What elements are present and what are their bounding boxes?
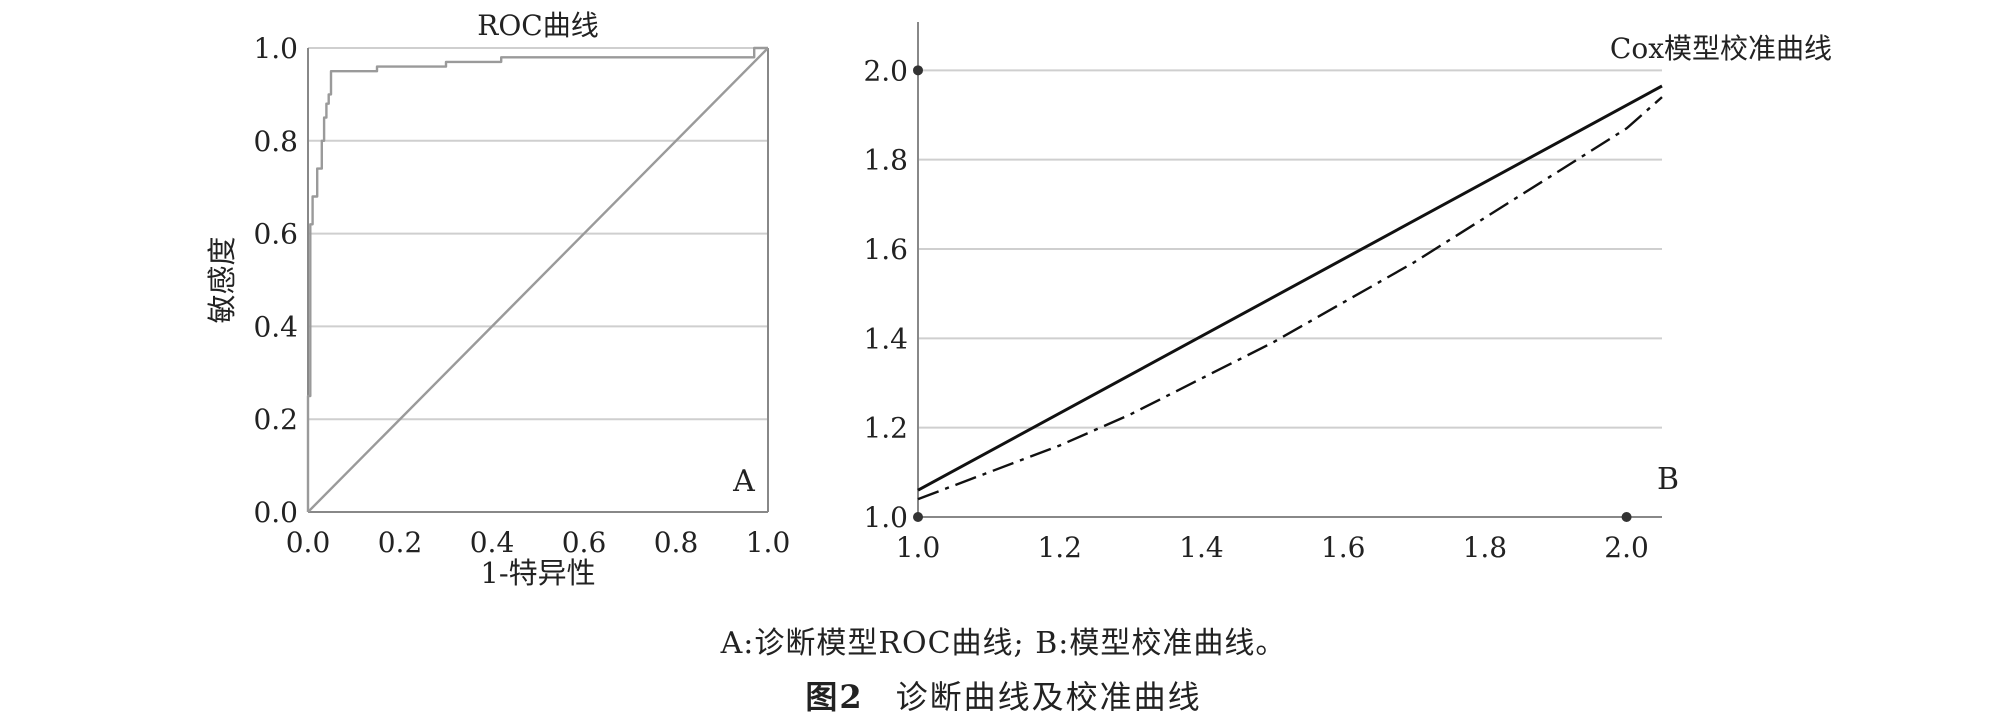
roc-chart-panel: 0.0 0.2 0.4 0.6 0.8 1.0 0.0 0.2 0.4 0.6 0.8 1.0 ROC曲…: [205, 9, 790, 590]
data-point: [913, 512, 923, 522]
figure-subcaption: A:诊断模型ROC曲线; B:模型校准曲线。: [720, 626, 1287, 661]
y-tick-label: 0.0: [253, 496, 298, 529]
roc-curve-line: [306, 46, 768, 512]
x-tick-label: 0.6: [562, 526, 607, 559]
chart-title: Cox模型校准曲线: [1610, 32, 1832, 65]
x-tick-label: 0.0: [286, 526, 331, 559]
x-tick-label: 1.6: [1321, 531, 1366, 564]
x-axis-label: 1-特异性: [480, 556, 595, 590]
figure-number: 图2: [805, 678, 864, 716]
figure-title: 诊断曲线及校准曲线: [895, 678, 1202, 716]
x-tick-label: 0.4: [470, 526, 515, 559]
ideal-calibration-line: [917, 84, 1663, 492]
y-tick-label: 0.4: [253, 310, 298, 343]
data-point: [1621, 512, 1632, 522]
data-point: [913, 65, 923, 76]
y-tick-label: 0.6: [253, 218, 298, 251]
x-tick-label: 0.8: [654, 526, 699, 559]
x-tick-label: 0.2: [378, 526, 423, 559]
y-tick-label: 1.0: [253, 32, 298, 65]
figure-caption: 图2 诊断曲线及校准曲线: [0, 672, 2007, 718]
y-tick-label: 1.6: [863, 233, 908, 266]
y-tick-label: 1.2: [863, 412, 908, 445]
x-tick-label: 1.0: [896, 531, 941, 564]
y-tick-label: 0.8: [253, 125, 298, 158]
y-tick-label: 2.0: [863, 54, 908, 87]
calibration-curve-line: [917, 96, 1663, 501]
x-tick-label: 1.2: [1037, 531, 1082, 564]
y-tick-label: 1.4: [863, 322, 908, 355]
x-tick-label: 1.4: [1179, 531, 1224, 564]
panel-letter: A: [732, 464, 755, 499]
chart-title: ROC曲线: [477, 9, 598, 42]
calibration-chart-panel: 1.0 1.2 1.4 1.6 1.8 2.0 1.0 1.2 1.4 1.6 1.8 2.0 Cox模…: [863, 22, 1832, 564]
x-tick-label: 1.0: [746, 526, 791, 559]
reference-diagonal-line: [307, 47, 769, 513]
y-tick-label: 1.0: [863, 501, 908, 534]
y-tick-label: 0.2: [253, 403, 298, 436]
y-tick-label: 1.8: [863, 144, 908, 177]
x-tick-label: 2.0: [1604, 531, 1649, 564]
y-axis-label: 敏感度: [205, 236, 239, 323]
panel-letter: B: [1657, 462, 1679, 497]
x-tick-label: 1.8: [1463, 531, 1508, 564]
